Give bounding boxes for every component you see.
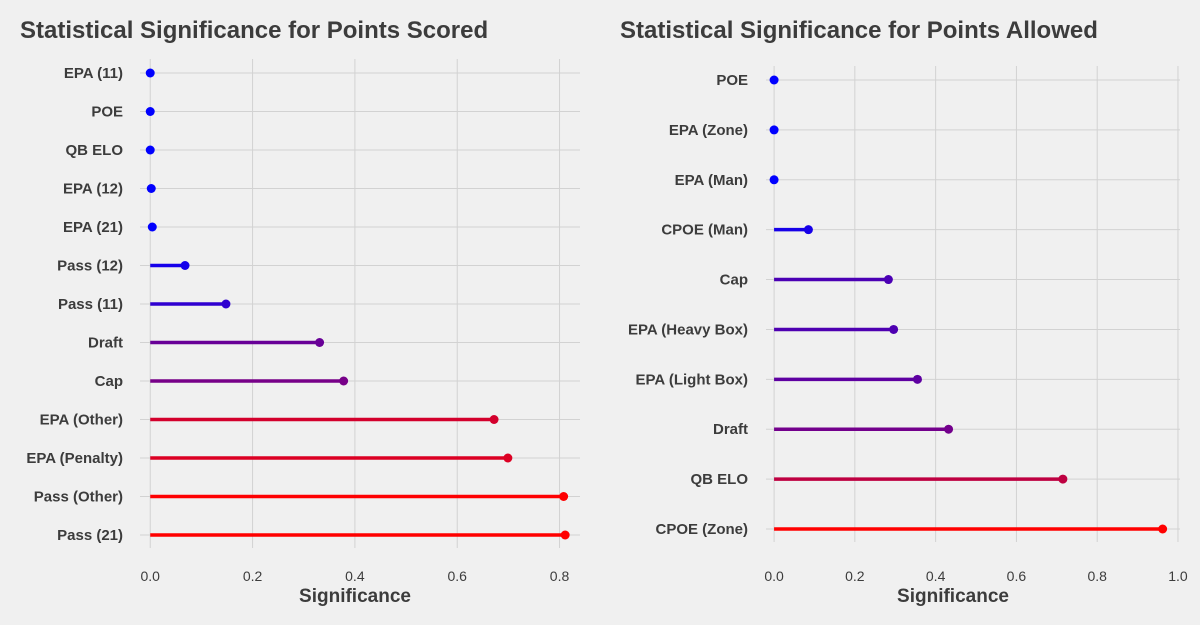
lollipop-point <box>889 324 899 334</box>
lollipop-point <box>883 275 893 285</box>
y-tick-label: Cap <box>95 373 123 390</box>
y-tick-label: Draft <box>713 421 748 438</box>
chart-panel-1: Statistical Significance for Points Scor… <box>20 17 580 607</box>
x-tick-label: 0.2 <box>845 568 865 584</box>
lollipop-point <box>803 225 813 235</box>
y-tick-label: Pass (12) <box>57 258 123 275</box>
lollipop-point <box>180 261 190 270</box>
y-tick-label: EPA (Zone) <box>669 122 748 139</box>
y-tick-label: EPA (11) <box>64 65 123 82</box>
lollipop-point <box>944 424 954 434</box>
y-tick-label: EPA (Light Box) <box>636 371 749 388</box>
chart-panel-2: Statistical Significance for Points Allo… <box>620 17 1188 607</box>
lollipop-point <box>559 492 569 501</box>
lollipop-point <box>1058 474 1068 484</box>
x-tick-label: 0.0 <box>140 568 160 584</box>
y-tick-label: EPA (Man) <box>675 172 748 189</box>
chart-title: Statistical Significance for Points Scor… <box>20 17 488 44</box>
y-tick-label: CPOE (Man) <box>661 222 748 239</box>
x-tick-label: 0.8 <box>1087 568 1107 584</box>
x-tick-label: 0.2 <box>243 568 263 584</box>
y-tick-label: EPA (Heavy Box) <box>628 321 748 338</box>
x-tick-label: 0.6 <box>1007 568 1027 584</box>
lollipop-point <box>912 374 922 384</box>
lollipop-point <box>145 68 155 78</box>
lollipop-point <box>147 222 157 232</box>
x-tick-label: 0.8 <box>550 568 570 584</box>
x-tick-label: 0.6 <box>447 568 467 584</box>
y-tick-label: EPA (21) <box>63 219 123 236</box>
y-tick-label: EPA (12) <box>63 181 123 198</box>
y-tick-label: CPOE (Zone) <box>656 521 749 538</box>
y-tick-label: QB ELO <box>65 142 123 159</box>
x-axis-label: Significance <box>299 586 411 607</box>
lollipop-point <box>503 453 513 463</box>
chart-title: Statistical Significance for Points Allo… <box>620 17 1098 44</box>
y-tick-label: QB ELO <box>690 471 748 488</box>
lollipop-point <box>769 75 779 85</box>
lollipop-point <box>1158 524 1168 534</box>
lollipop-point <box>339 376 349 386</box>
y-tick-label: Draft <box>88 335 123 352</box>
lollipop-point <box>145 145 155 155</box>
y-tick-label: Pass (Other) <box>34 489 123 506</box>
lollipop-point <box>769 175 779 185</box>
lollipop-point <box>769 125 779 135</box>
lollipop-point <box>315 338 325 347</box>
lollipop-point <box>560 530 570 540</box>
lollipop-point <box>221 299 231 309</box>
x-axis-label: Significance <box>897 586 1009 607</box>
x-tick-label: 1.0 <box>1168 568 1188 584</box>
lollipop-point <box>145 107 155 116</box>
y-tick-label: POE <box>716 72 748 89</box>
x-tick-label: 0.4 <box>926 568 946 584</box>
x-tick-label: 0.0 <box>764 568 784 584</box>
x-tick-label: 0.4 <box>345 568 365 584</box>
y-tick-label: Cap <box>720 272 748 289</box>
y-tick-label: POE <box>91 104 123 121</box>
y-tick-label: Pass (11) <box>58 296 123 313</box>
y-tick-label: Pass (21) <box>57 527 123 544</box>
lollipop-point <box>146 184 156 193</box>
y-tick-label: EPA (Penalty) <box>26 450 123 467</box>
y-tick-label: EPA (Other) <box>40 412 123 429</box>
lollipop-point <box>489 415 499 424</box>
